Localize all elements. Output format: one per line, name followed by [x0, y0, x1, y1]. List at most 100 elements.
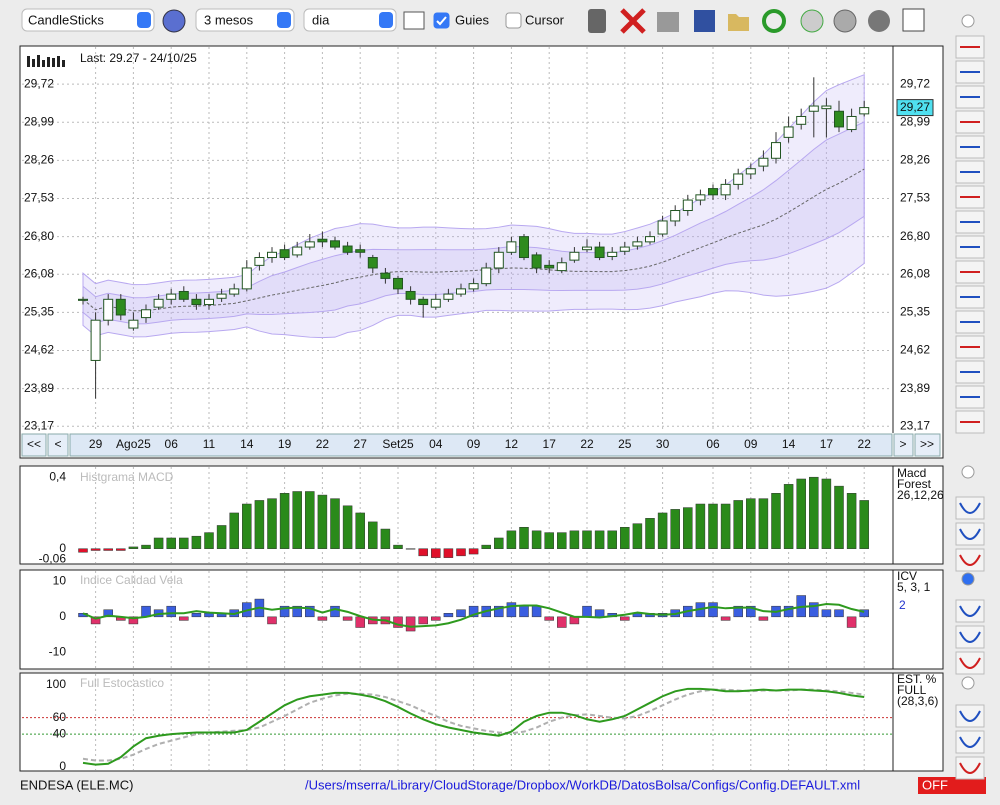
date-label: 19 [278, 437, 292, 451]
date-label: 22 [858, 437, 872, 451]
y-tick-label: 23,89 [900, 381, 930, 395]
nav-prev[interactable]: < [54, 437, 61, 451]
nav-next[interactable]: > [899, 437, 906, 451]
y-tick-label: 27,53 [24, 191, 54, 205]
config-path[interactable]: /Users/mserra/Library/CloudStorage/Dropb… [305, 777, 860, 792]
candle-body [191, 298, 202, 306]
bar [443, 613, 454, 618]
settings-icon[interactable] [868, 10, 890, 32]
print-icon[interactable] [657, 12, 679, 32]
bar [393, 544, 403, 549]
band [82, 73, 865, 339]
y-tick-label: 10 [53, 573, 67, 587]
bar [683, 507, 693, 549]
bar [720, 503, 731, 549]
tool-button[interactable] [955, 651, 985, 675]
bar [191, 535, 202, 549]
y-tick-label: 23,17 [24, 418, 54, 432]
candle-body [771, 142, 781, 159]
candle-body [115, 298, 126, 316]
bar [632, 523, 643, 549]
nav-button[interactable] [893, 433, 914, 457]
tool-button[interactable] [955, 756, 985, 780]
date-label: 22 [580, 437, 594, 451]
candle-body [418, 298, 429, 306]
tool-button[interactable] [955, 548, 985, 572]
tool-glyph [959, 736, 981, 748]
date-label: 12 [505, 437, 519, 451]
bar [494, 605, 504, 618]
candle-body [556, 262, 567, 272]
y-tick-label: 0 [59, 759, 66, 773]
bar [607, 530, 617, 549]
tool-glyph [959, 554, 981, 566]
tool-button[interactable] [955, 704, 985, 728]
status-box [918, 777, 986, 794]
date-label: Set25 [382, 437, 414, 451]
candle-body [405, 290, 416, 300]
radio[interactable] [961, 14, 975, 28]
bar [229, 512, 239, 549]
cursor-checkbox[interactable] [505, 12, 522, 29]
bar [317, 494, 328, 549]
bar [796, 478, 806, 549]
chart-icon[interactable] [403, 11, 425, 30]
tool-button[interactable] [955, 599, 985, 623]
date-label: 30 [656, 437, 670, 451]
radio[interactable] [961, 572, 975, 586]
cursor-label: Cursor [525, 12, 565, 27]
calendar-icon[interactable] [902, 8, 925, 32]
candle-body [619, 246, 630, 252]
interval-select[interactable] [303, 8, 397, 32]
bar [569, 616, 580, 625]
candle-body [569, 251, 580, 261]
candle-body [367, 257, 378, 269]
moving-average [82, 168, 865, 312]
bar [204, 613, 214, 618]
bar [380, 528, 391, 549]
nav-button[interactable] [21, 433, 47, 457]
currency-icon[interactable] [833, 9, 857, 33]
guides-checkbox[interactable] [433, 12, 450, 29]
sync-icon[interactable] [800, 9, 824, 33]
nav-button[interactable] [47, 433, 69, 457]
radio[interactable] [961, 465, 975, 479]
guides-label: Guies [455, 12, 489, 27]
bar [179, 537, 189, 549]
tool-button[interactable] [955, 625, 985, 649]
save-icon[interactable] [694, 10, 715, 32]
select-arrow [379, 12, 393, 28]
nav-first[interactable]: << [27, 437, 41, 451]
bar [128, 616, 139, 625]
radio[interactable] [961, 676, 975, 690]
tool-glyph [959, 605, 981, 617]
candle-body [254, 257, 265, 266]
candle-body [519, 236, 529, 259]
trash-icon[interactable] [588, 9, 606, 33]
tool-button[interactable] [955, 522, 985, 546]
candle-body [103, 298, 114, 321]
bar [116, 548, 126, 551]
tool-button[interactable] [955, 730, 985, 754]
candle-body [582, 246, 592, 251]
bar [166, 537, 176, 549]
legend-line: (28,3,6) [897, 694, 938, 708]
nav-button[interactable] [914, 433, 941, 457]
chart-type-select[interactable] [21, 8, 155, 32]
y-tick-label: 23,89 [24, 381, 54, 395]
nav-last[interactable]: >> [920, 437, 934, 451]
y-tick-label: 100 [46, 677, 66, 691]
help-button[interactable] [162, 9, 186, 33]
candle-body [481, 267, 492, 285]
panel-title: Indice Calidad Vela [80, 573, 183, 587]
bar [204, 532, 214, 549]
tool-button[interactable] [955, 496, 985, 520]
legend-line: Forest [897, 477, 932, 491]
bar [544, 532, 554, 549]
delete-icon[interactable] [620, 8, 646, 34]
y-tick-label: 28,26 [900, 153, 930, 167]
period-select[interactable] [195, 8, 295, 32]
candle-body [783, 126, 794, 138]
refresh-icon[interactable] [762, 9, 786, 33]
open-icon[interactable] [728, 14, 749, 31]
